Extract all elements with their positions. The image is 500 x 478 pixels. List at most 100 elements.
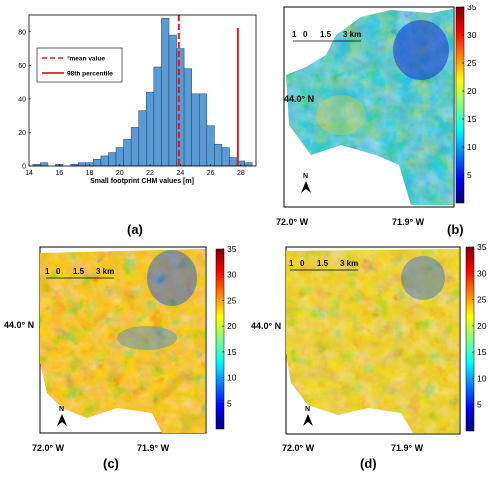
colorbar-tick-label: 20 <box>477 321 487 331</box>
colorbar-tick-label: 30 <box>467 30 477 40</box>
colorbar-ticks-b: 5 10 15 20 25 30 35 <box>462 5 477 180</box>
histogram-bar <box>115 147 124 167</box>
histogram-bar <box>214 143 223 167</box>
svg-text:1.5: 1.5 <box>73 267 85 276</box>
x-tick-label: 16 <box>55 170 63 177</box>
histogram-bar <box>77 162 87 167</box>
colorbar-tick-label: 10 <box>227 373 237 383</box>
map-panel-b: 1 0 1.5 3 km N 5 10 15 20 25 30 35 <box>283 5 477 208</box>
colorbar-tick-label: 5 <box>477 400 482 410</box>
histogram-bar <box>153 66 162 167</box>
colorbar-tick-label: 15 <box>467 114 477 124</box>
x-tick-label: 24 <box>176 170 184 177</box>
lon-label-c-2: 71.9° W <box>137 443 170 453</box>
svg-text:1: 1 <box>45 267 50 276</box>
caption-a: (a) <box>127 222 143 237</box>
y-tick-label: 0 <box>22 164 26 171</box>
histogram-bar <box>108 152 117 167</box>
colorbar-tick-label: 35 <box>467 5 477 12</box>
x-tick-label: 22 <box>146 170 154 177</box>
svg-text:3 km: 3 km <box>340 259 358 268</box>
histogram-legend: *mean value 98th percentile <box>36 47 123 83</box>
histogram-bar <box>206 125 215 167</box>
lat-label-b: 44.0° N <box>284 94 315 104</box>
colorbar-tick-label: 15 <box>227 347 237 357</box>
colorbar-tick-label: 5 <box>467 170 472 180</box>
svg-text:1: 1 <box>292 30 297 39</box>
lat-label-d: 44.0° N <box>251 321 282 331</box>
lon-label-b-2: 71.9° W <box>392 217 425 227</box>
x-tick-label: 20 <box>116 170 124 177</box>
scalebar-d: 1 0 1.5 3 km <box>289 259 358 271</box>
histogram-bar <box>176 48 185 167</box>
svg-text:N: N <box>305 406 310 413</box>
svg-text:0: 0 <box>300 259 305 268</box>
histogram-bar <box>199 93 208 167</box>
y-tick-label: 60 <box>18 63 26 70</box>
svg-text:N: N <box>303 173 308 180</box>
colorbar-c <box>215 248 225 430</box>
chm-map-c <box>40 249 205 433</box>
svg-text:N: N <box>59 406 64 413</box>
histogram-x-ticks: 14 16 18 20 22 24 26 28 <box>25 164 245 177</box>
histogram-axes-box <box>28 14 257 167</box>
histogram-bar <box>100 155 109 167</box>
lon-label-d-2: 71.9° W <box>391 443 424 453</box>
histogram-bar <box>161 18 170 167</box>
svg-text:0: 0 <box>56 267 61 276</box>
caption-c: (c) <box>103 456 119 471</box>
histogram-bar <box>221 147 230 167</box>
histogram-bar <box>244 162 253 167</box>
histogram-bar <box>168 34 177 167</box>
north-arrow-b: N <box>301 173 311 193</box>
histogram-plot <box>32 15 253 167</box>
legend-mean-label: *mean value <box>67 56 105 63</box>
lat-label-c: 44.0° N <box>4 320 35 330</box>
histogram-bar <box>130 127 139 167</box>
colorbar-tick-label: 30 <box>227 270 237 280</box>
svg-text:1.5: 1.5 <box>317 259 329 268</box>
legend-p98-label: 98th percentile <box>67 71 113 78</box>
chm-map-d <box>286 249 459 433</box>
y-tick-label: 40 <box>18 96 26 103</box>
scalebar-c: 1 0 1.5 3 km <box>45 267 114 279</box>
svg-text:3 km: 3 km <box>343 30 361 39</box>
map-panel-d: 1 0 1.5 3 km N 5 10 15 20 25 30 35 <box>285 243 487 435</box>
scalebar-b: 1 0 1.5 3 km <box>292 30 361 42</box>
histogram-bar <box>138 110 147 167</box>
histogram-bar <box>229 157 238 167</box>
colorbar-tick-label: 10 <box>467 142 477 152</box>
colorbar-tick-label: 30 <box>477 268 487 278</box>
x-tick-label: 18 <box>86 170 94 177</box>
lon-label-d-1: 72.0° W <box>282 443 315 453</box>
histogram-bar <box>40 162 49 167</box>
x-tick-label: 14 <box>25 170 33 177</box>
colorbar-tick-label: 5 <box>227 398 232 408</box>
y-tick-label: 80 <box>18 29 26 36</box>
svg-text:1.5: 1.5 <box>320 30 332 39</box>
histogram-y-ticks: 0 20 40 60 80 <box>18 29 31 171</box>
lon-label-c-1: 72.0° W <box>32 443 65 453</box>
y-tick-label: 20 <box>18 130 26 137</box>
histogram-x-axis-label: Small footprint CHM values [m] <box>90 178 194 185</box>
histogram-bar <box>123 138 132 167</box>
colorbar-tick-label: 20 <box>227 321 237 331</box>
colorbar-ticks-d: 5 10 15 20 25 30 35 <box>472 243 487 410</box>
histogram-bar <box>146 91 155 167</box>
lon-label-b-1: 72.0° W <box>276 217 309 227</box>
histogram-bar <box>191 93 200 167</box>
north-arrow-c: N <box>57 406 67 426</box>
colorbar-tick-label: 25 <box>477 295 487 305</box>
svg-text:0: 0 <box>303 30 308 39</box>
colorbar-tick-label: 10 <box>477 373 487 383</box>
colorbar-b <box>455 6 465 204</box>
colorbar-tick-label: 20 <box>467 86 477 96</box>
svg-text:1: 1 <box>289 259 294 268</box>
histogram-panel-a: 14 16 18 20 22 24 26 28 0 20 40 60 80 Small footpri… <box>18 14 257 185</box>
north-arrow-d: N <box>303 406 313 426</box>
histogram-bar <box>93 159 102 167</box>
colorbar-tick-label: 35 <box>477 243 487 252</box>
svg-text:3 km: 3 km <box>96 267 114 276</box>
histogram-bar <box>183 68 192 167</box>
x-tick-label: 28 <box>237 170 245 177</box>
